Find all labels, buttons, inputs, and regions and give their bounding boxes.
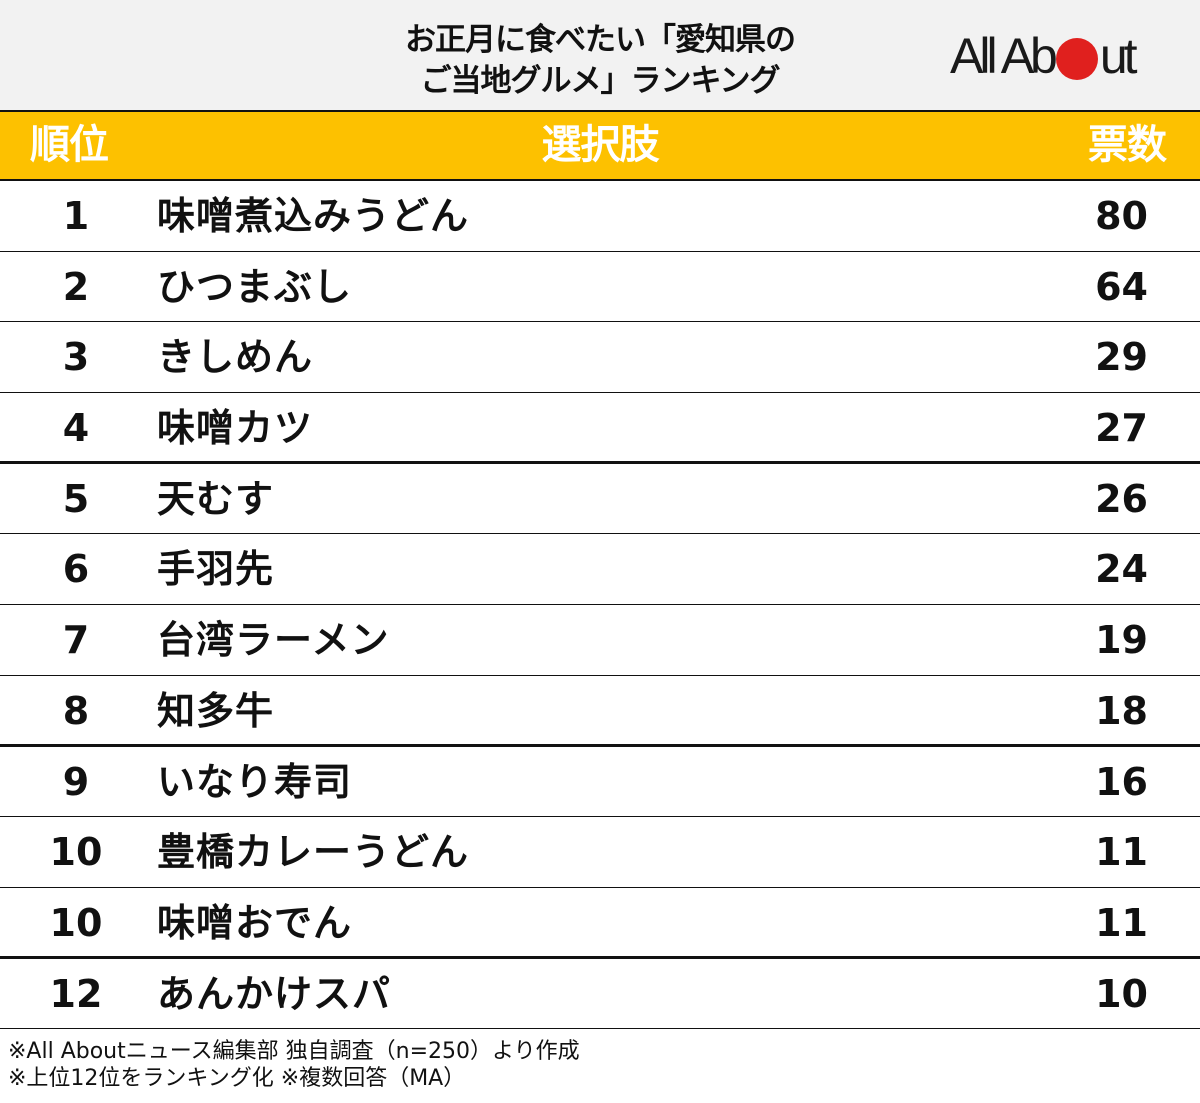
ranking-table-body: 1 味噌煮込みうどん 80 2 ひつまぶし 64 3 きしめん 29 4 味噌カ… — [0, 181, 1200, 1030]
row-votes: 24 — [1095, 547, 1148, 592]
table-row: 10 豊橋カレーうどん 11 — [0, 817, 1200, 888]
row-votes: 11 — [1095, 830, 1148, 875]
row-choice: 豊橋カレーうどん — [157, 830, 470, 875]
row-rank: 1 — [62, 194, 90, 238]
table-row: 3 きしめん 29 — [0, 322, 1200, 394]
row-votes: 64 — [1095, 264, 1148, 309]
footnotes: ※All Aboutニュース編集部 独自調査（n=250）より作成 ※上位12位… — [8, 1038, 580, 1092]
row-choice: 手羽先 — [157, 547, 275, 592]
row-choice: ひつまぶし — [157, 264, 353, 309]
row-choice: 天むす — [157, 476, 275, 521]
table-row: 8 知多牛 18 — [0, 676, 1200, 747]
row-votes: 27 — [1095, 406, 1148, 451]
row-rank: 2 — [62, 264, 90, 309]
row-choice: 味噌カツ — [157, 406, 314, 451]
row-choice: きしめん — [157, 335, 314, 380]
allabout-logo: All Ab ut — [950, 28, 1138, 84]
row-rank: 5 — [62, 476, 90, 521]
row-choice: 味噌煮込みうどん — [157, 194, 470, 238]
table-row: 5 天むす 26 — [0, 464, 1200, 535]
row-rank: 7 — [62, 618, 90, 663]
table-row: 10 味噌おでん 11 — [0, 888, 1200, 959]
row-votes: 80 — [1095, 194, 1148, 238]
table-row: 1 味噌煮込みうどん 80 — [0, 181, 1200, 252]
row-rank: 4 — [62, 406, 90, 451]
row-votes: 10 — [1095, 971, 1148, 1016]
row-votes: 29 — [1095, 335, 1148, 380]
chart-title-line-1: お正月に食べたい「愛知県の — [405, 22, 796, 58]
logo-text-end: ut — [1099, 28, 1138, 84]
row-choice: 台湾ラーメン — [157, 618, 390, 663]
row-choice: 味噌おでん — [157, 900, 353, 945]
table-row: 7 台湾ラーメン 19 — [0, 605, 1200, 676]
table-row: 9 いなり寿司 16 — [0, 747, 1200, 818]
row-votes: 16 — [1095, 759, 1148, 804]
row-choice: 知多牛 — [157, 688, 275, 733]
row-choice: あんかけスパ — [157, 971, 392, 1016]
row-votes: 19 — [1095, 618, 1148, 663]
row-rank: 12 — [49, 971, 103, 1016]
table-row: 4 味噌カツ 27 — [0, 393, 1200, 464]
row-rank: 10 — [49, 830, 103, 875]
row-votes: 18 — [1095, 688, 1148, 733]
row-rank: 10 — [49, 900, 103, 945]
header-rank: 順位 — [30, 122, 109, 168]
row-rank: 9 — [62, 759, 90, 804]
table-row: 12 あんかけスパ 10 — [0, 959, 1200, 1030]
title-band: お正月に食べたい「愛知県の ご当地グルメ」ランキング All Ab ut — [0, 0, 1200, 110]
header-choice: 選択肢 — [541, 122, 660, 168]
row-choice: いなり寿司 — [157, 759, 353, 804]
row-rank: 6 — [62, 547, 90, 592]
header-votes: 票数 — [1088, 122, 1167, 168]
chart-title-line-2: ご当地グルメ」ランキング — [420, 63, 780, 99]
table-header: 選択肢 順位 票数 — [0, 110, 1200, 181]
row-rank: 8 — [62, 688, 90, 733]
footnote-source: ※All Aboutニュース編集部 独自調査（n=250）より作成 — [8, 1039, 580, 1064]
table-row: 6 手羽先 24 — [0, 534, 1200, 606]
table-row: 2 ひつまぶし 64 — [0, 252, 1200, 323]
chart-title: お正月に食べたい「愛知県の ご当地グルメ」ランキング — [300, 20, 900, 102]
logo-text-start: All Ab — [950, 28, 1058, 84]
row-rank: 3 — [62, 335, 90, 380]
row-votes: 26 — [1095, 476, 1148, 521]
footnote-method: ※上位12位をランキング化 ※複数回答（MA） — [8, 1066, 466, 1091]
row-votes: 11 — [1095, 900, 1148, 945]
logo-red-dot-icon — [1055, 38, 1098, 80]
